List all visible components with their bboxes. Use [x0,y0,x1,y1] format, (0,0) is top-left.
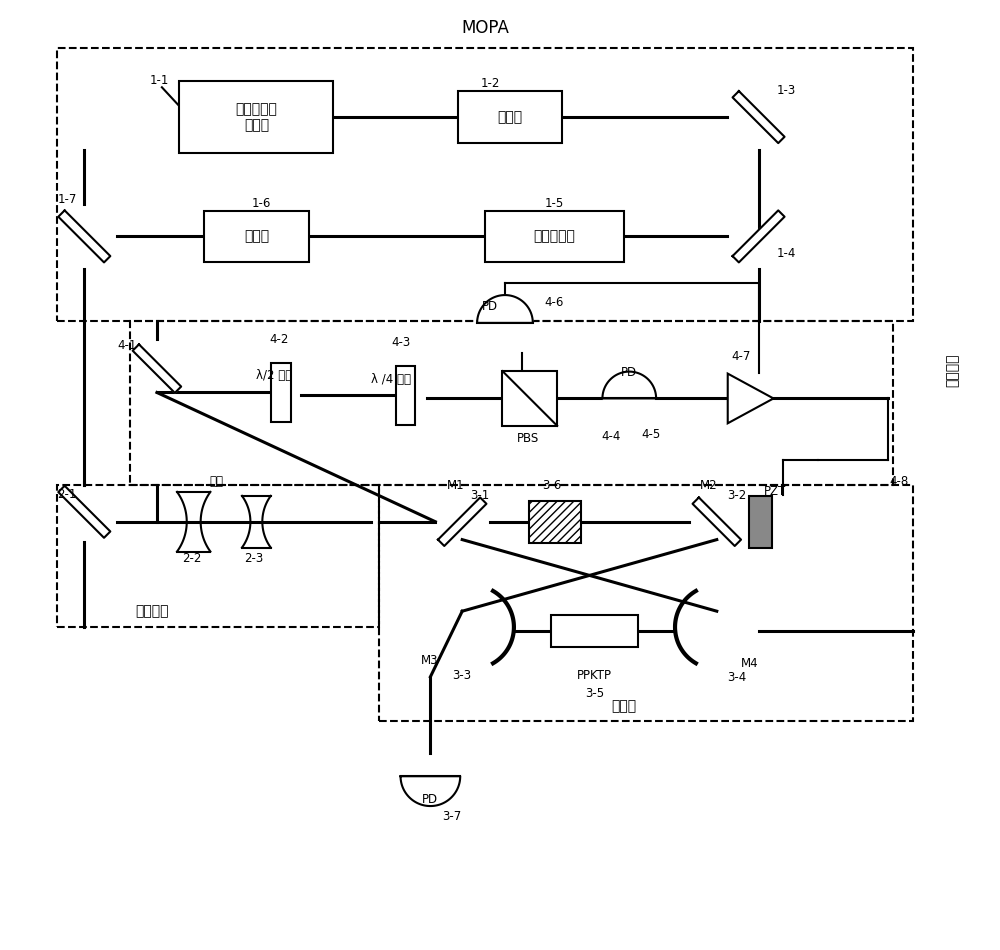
Text: 1-1: 1-1 [150,74,169,86]
Text: 倍频器: 倍频器 [612,699,637,713]
Bar [458,91,562,142]
Bar [396,366,415,426]
Text: 3-2: 3-2 [727,489,746,502]
Bar [179,82,333,153]
Text: 外腔二极管
激光器: 外腔二极管 激光器 [235,102,277,132]
Text: 4-7: 4-7 [731,350,750,363]
Text: 3-7: 3-7 [442,810,462,823]
Text: PD: PD [482,300,498,313]
Text: 1-6: 1-6 [252,197,271,210]
Text: 透镜: 透镜 [210,475,224,488]
Bar [57,484,379,627]
Text: λ/2 波片: λ/2 波片 [256,369,293,382]
Text: 隔离器: 隔离器 [244,229,269,243]
Bar [502,371,557,426]
Polygon shape [733,91,785,143]
Bar [130,321,893,484]
Text: 4-8: 4-8 [890,475,909,488]
Text: 4-1: 4-1 [118,339,137,352]
Bar [204,211,309,262]
Text: 4-2: 4-2 [269,332,289,346]
Polygon shape [58,485,110,538]
Text: 3-4: 3-4 [727,671,746,684]
Bar [551,615,638,648]
Text: 隔离器: 隔离器 [497,110,523,124]
Text: 4-5: 4-5 [641,428,660,441]
Text: 4-6: 4-6 [545,296,564,309]
Text: PD: PD [621,366,637,378]
Text: M1: M1 [446,479,464,492]
Bar [57,48,913,321]
Bar [485,211,624,262]
Polygon shape [177,492,210,552]
Text: 3-5: 3-5 [585,687,604,700]
Polygon shape [602,371,656,398]
Text: PZT: PZT [764,485,786,499]
Polygon shape [477,295,533,323]
Text: PD: PD [422,793,438,807]
Text: 锥形放大器: 锥形放大器 [534,229,576,243]
Text: M2: M2 [700,479,718,492]
Text: 4-3: 4-3 [391,335,410,349]
Text: M4: M4 [741,657,758,670]
Text: 2-1: 2-1 [57,488,77,502]
Bar [271,363,291,423]
Text: 2-3: 2-3 [244,552,263,564]
Text: MOPA: MOPA [461,19,509,37]
Polygon shape [693,498,741,546]
Text: 1-4: 1-4 [776,247,796,259]
Text: 3-1: 3-1 [470,489,489,502]
Polygon shape [401,776,460,806]
Bar [529,501,581,542]
Text: 1-7: 1-7 [57,193,77,206]
Text: λ /4 波片: λ /4 波片 [371,372,411,386]
Polygon shape [728,373,773,424]
Text: 4-4: 4-4 [601,430,621,444]
Text: 3-3: 3-3 [453,669,472,682]
Polygon shape [242,496,271,547]
Text: PPKTP: PPKTP [577,669,612,682]
Text: PBS: PBS [517,432,539,446]
Polygon shape [58,210,110,262]
Text: 1-2: 1-2 [480,77,500,90]
Text: 锁频系统: 锁频系统 [945,353,959,388]
Bar [379,484,913,720]
Polygon shape [733,210,785,262]
Text: M3: M3 [421,654,438,667]
Polygon shape [438,498,486,546]
Text: 2-2: 2-2 [182,552,201,564]
Polygon shape [133,344,181,393]
Text: 1-5: 1-5 [545,197,564,210]
Bar [749,496,772,547]
Text: 准直系统: 准直系统 [135,604,169,618]
Text: 3-6: 3-6 [542,479,561,492]
Text: 1-3: 1-3 [776,84,796,97]
